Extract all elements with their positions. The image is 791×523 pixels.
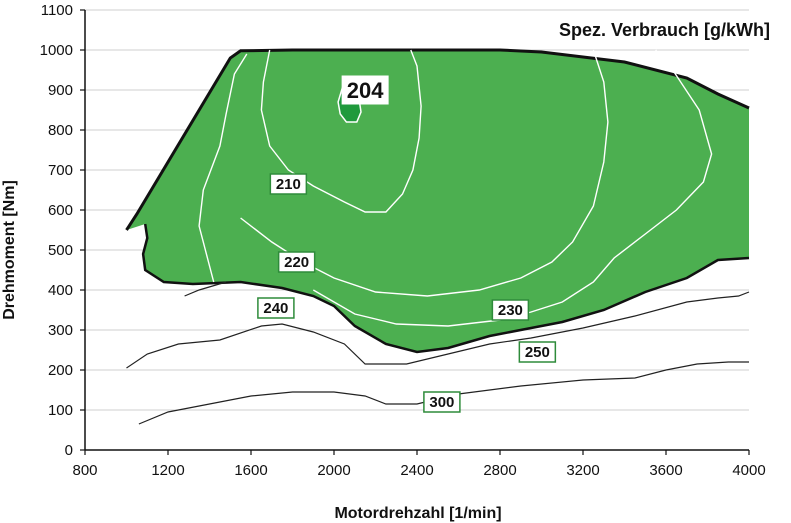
contour-label-box: [277, 251, 316, 273]
full-load-curve: [125, 48, 750, 231]
contour-label-box: [518, 341, 557, 363]
x-tick-label: 4000: [732, 462, 765, 479]
y-tick-label: 800: [48, 122, 73, 139]
contour-230: [312, 49, 713, 327]
contour-label-text: 300: [429, 394, 454, 411]
y-tick-label: 400: [48, 282, 73, 299]
y-tick-label: 900: [48, 82, 73, 99]
contour-label-250: 250: [518, 341, 557, 363]
x-tick-label: 3200: [566, 462, 599, 479]
y-tick-label: 600: [48, 202, 73, 219]
contour-label-210: 210: [269, 173, 308, 195]
chart-title: Spez. Verbrauch [g/kWh]: [559, 20, 770, 40]
efficiency-region: [125, 48, 750, 354]
x-axis-title: Motordrehzahl [1/min]: [334, 505, 501, 522]
y-tick-label: 700: [48, 162, 73, 179]
contour-labels: 204 210 220 240 230 250 300: [257, 75, 557, 413]
contour-label-box: [491, 299, 530, 321]
y-axis-title: Drehmoment [Nm]: [1, 180, 18, 320]
contour-220: [198, 53, 248, 283]
x-tick-label: 2400: [400, 462, 433, 479]
x-tick-label: 1200: [151, 462, 184, 479]
y-tick-label: 100: [48, 402, 73, 419]
contour-240: [184, 281, 227, 297]
y-tick-label: 300: [48, 322, 73, 339]
contour-label-204: 204: [341, 75, 389, 105]
contour-label-box: [423, 391, 461, 413]
contour-label-box: [257, 297, 295, 319]
x-tick-label: 1600: [234, 462, 267, 479]
contour-label-230: 230: [491, 299, 530, 321]
contour-label-box: [269, 173, 308, 195]
tick-labels: 800 1200 1600 2000 2400 2800 3200 3600 4000 0 100 2…: [40, 2, 766, 479]
contour-label-text: 210: [276, 176, 301, 193]
x-tick-label: 2800: [483, 462, 516, 479]
contour-label-text: 204: [347, 78, 384, 103]
axes: [80, 9, 750, 455]
contour-label-text: 220: [284, 254, 309, 271]
y-tick-label: 1100: [41, 2, 73, 19]
contour-label-text: 250: [525, 344, 550, 361]
y-tick-label: 500: [48, 242, 73, 259]
y-tick-label: 200: [48, 362, 73, 379]
efficiency-area: [126, 50, 749, 352]
contour-label-240: 240: [257, 297, 295, 319]
y-tick-label: 0: [65, 442, 73, 459]
contour-250: [126, 291, 750, 369]
contour-210: [260, 49, 422, 213]
contour-label-220: 220: [277, 251, 316, 273]
lower-boundary-curve: [141, 223, 750, 354]
contour-label-300: 300: [423, 391, 461, 413]
x-tick-label: 2000: [317, 462, 350, 479]
contour-label-text: 240: [263, 300, 288, 317]
x-tick-label: 800: [72, 462, 97, 479]
contour-300: [138, 361, 749, 425]
y-tick-label: 1000: [40, 42, 73, 59]
contour-label-text: 230: [498, 302, 523, 319]
titles: Spez. Verbrauch [g/kWh] Motordrehzahl [1…: [1, 20, 770, 522]
contour-label-box: [341, 75, 389, 105]
x-tick-label: 3600: [649, 462, 682, 479]
